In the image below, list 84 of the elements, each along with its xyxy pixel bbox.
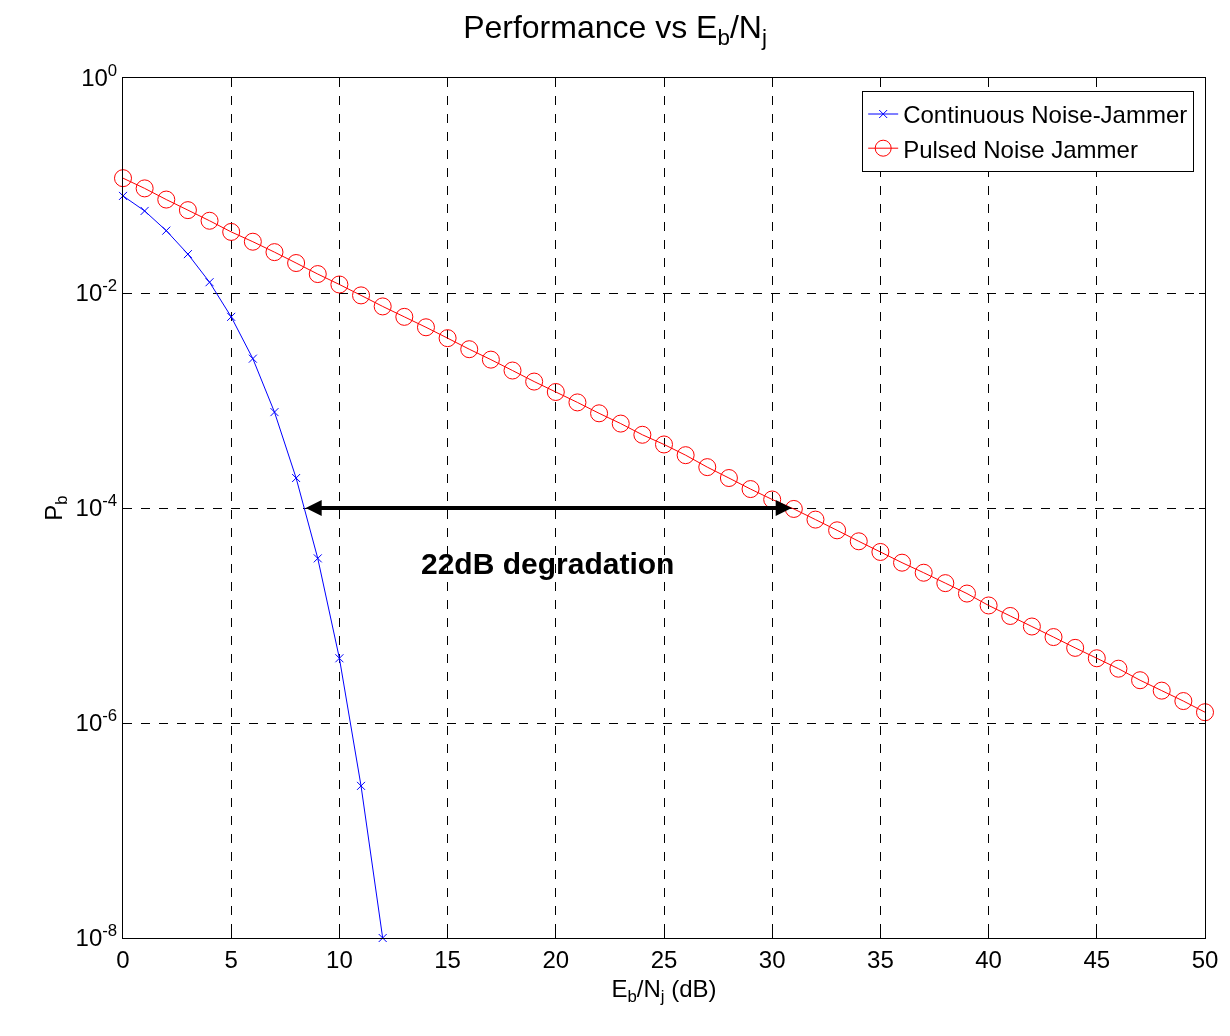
point [806, 510, 825, 529]
point [828, 521, 847, 540]
point [698, 458, 717, 477]
point [849, 532, 868, 551]
y-tick-label: 10$^{0}$ [81, 61, 118, 92]
x-tick-label: 5 [224, 945, 238, 973]
point [330, 275, 349, 294]
point [161, 226, 171, 236]
point [287, 254, 306, 273]
x-tick-label: 35 [867, 945, 894, 973]
point [243, 232, 262, 251]
point [1174, 692, 1193, 711]
legend-label: Continuous Noise-Jammer [903, 101, 1188, 129]
point [525, 372, 544, 391]
annotation: 22dB degradation [421, 547, 675, 580]
point [140, 206, 150, 216]
point [416, 318, 435, 337]
x-tick-label: 45 [1083, 945, 1111, 973]
point [655, 435, 673, 454]
x-tick-label: 50 [1191, 945, 1219, 973]
point [719, 469, 738, 488]
point [503, 361, 522, 380]
point [291, 473, 301, 483]
x-axis-title: E$_{b}$/N$_{j}$ (dB) [611, 975, 717, 1007]
x-tick-label: 40 [975, 945, 1002, 973]
point [979, 596, 998, 615]
point [633, 425, 652, 444]
x-tick-label: 10 [326, 945, 353, 973]
point [1066, 638, 1085, 657]
point [568, 393, 587, 412]
x-tick-label: 0 [116, 945, 130, 973]
point [1131, 671, 1150, 690]
point [460, 340, 479, 359]
point [269, 407, 279, 417]
point [546, 382, 565, 401]
point [248, 354, 258, 364]
point [871, 542, 890, 561]
y-tick-label: 10$^{-4}$ [75, 491, 118, 522]
point [265, 243, 284, 262]
point [135, 179, 154, 198]
point [676, 446, 695, 465]
point [590, 404, 609, 423]
point [313, 553, 323, 563]
point [1109, 659, 1128, 678]
point [936, 574, 955, 593]
point [1196, 703, 1214, 722]
x-tick-label: 20 [542, 945, 570, 973]
point [205, 277, 215, 287]
point [957, 584, 976, 603]
x-tick-label: 30 [758, 945, 786, 973]
point [611, 414, 630, 433]
point [352, 286, 371, 305]
point [118, 191, 128, 201]
x-tick-label: 15 [434, 945, 461, 973]
point [893, 553, 912, 572]
x-tick-label: 25 [650, 945, 678, 973]
point [481, 350, 500, 369]
point [395, 307, 414, 326]
point [914, 563, 933, 582]
point [334, 653, 344, 663]
point [178, 201, 197, 220]
point [378, 933, 388, 943]
point [222, 222, 241, 241]
point [741, 480, 760, 499]
point [114, 169, 132, 188]
point [1044, 628, 1063, 647]
point [183, 249, 193, 259]
y-tick-label: 10$^{-6}$ [75, 706, 118, 737]
point [438, 329, 457, 348]
chart-title: Performance vs E$_{b}$/N$_{j}$ [463, 8, 767, 50]
y-tick-label: 10$^{-8}$ [75, 921, 118, 952]
point [157, 190, 176, 209]
point [1152, 681, 1171, 700]
point [784, 499, 803, 518]
point [1001, 606, 1020, 625]
point [200, 211, 219, 230]
point [226, 312, 236, 322]
point [1087, 649, 1106, 668]
legend-label: Pulsed Noise Jammer [903, 135, 1138, 163]
point [373, 297, 392, 316]
point [308, 265, 327, 284]
point [356, 781, 366, 791]
point [1022, 617, 1041, 636]
y-tick-label: 10$^{-2}$ [75, 276, 118, 307]
